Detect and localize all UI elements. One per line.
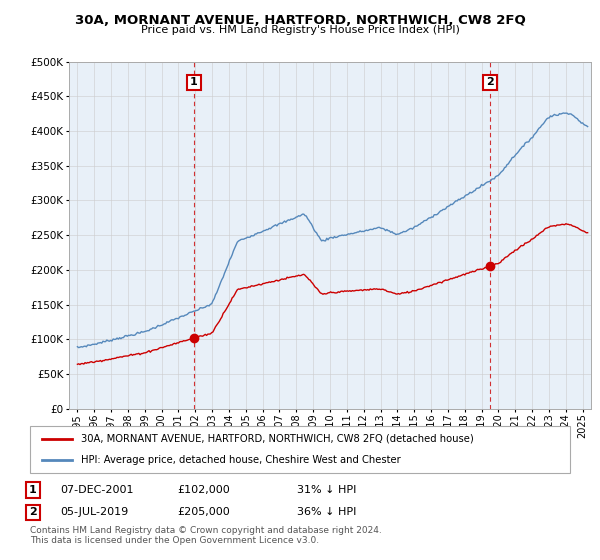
Text: HPI: Average price, detached house, Cheshire West and Chester: HPI: Average price, detached house, Ches… xyxy=(81,455,401,465)
Text: 1: 1 xyxy=(190,77,198,87)
Text: 36% ↓ HPI: 36% ↓ HPI xyxy=(297,507,356,517)
Text: 07-DEC-2001: 07-DEC-2001 xyxy=(60,485,133,495)
Text: This data is licensed under the Open Government Licence v3.0.: This data is licensed under the Open Gov… xyxy=(30,536,319,545)
Text: 30A, MORNANT AVENUE, HARTFORD, NORTHWICH, CW8 2FQ (detached house): 30A, MORNANT AVENUE, HARTFORD, NORTHWICH… xyxy=(81,434,474,444)
Text: 2: 2 xyxy=(486,77,494,87)
Text: 30A, MORNANT AVENUE, HARTFORD, NORTHWICH, CW8 2FQ: 30A, MORNANT AVENUE, HARTFORD, NORTHWICH… xyxy=(74,14,526,27)
Text: 05-JUL-2019: 05-JUL-2019 xyxy=(60,507,128,517)
Text: Contains HM Land Registry data © Crown copyright and database right 2024.: Contains HM Land Registry data © Crown c… xyxy=(30,526,382,535)
Text: 31% ↓ HPI: 31% ↓ HPI xyxy=(297,485,356,495)
Text: Price paid vs. HM Land Registry's House Price Index (HPI): Price paid vs. HM Land Registry's House … xyxy=(140,25,460,35)
Text: 1: 1 xyxy=(29,485,37,495)
Text: £102,000: £102,000 xyxy=(177,485,230,495)
Text: 2: 2 xyxy=(29,507,37,517)
Text: £205,000: £205,000 xyxy=(177,507,230,517)
